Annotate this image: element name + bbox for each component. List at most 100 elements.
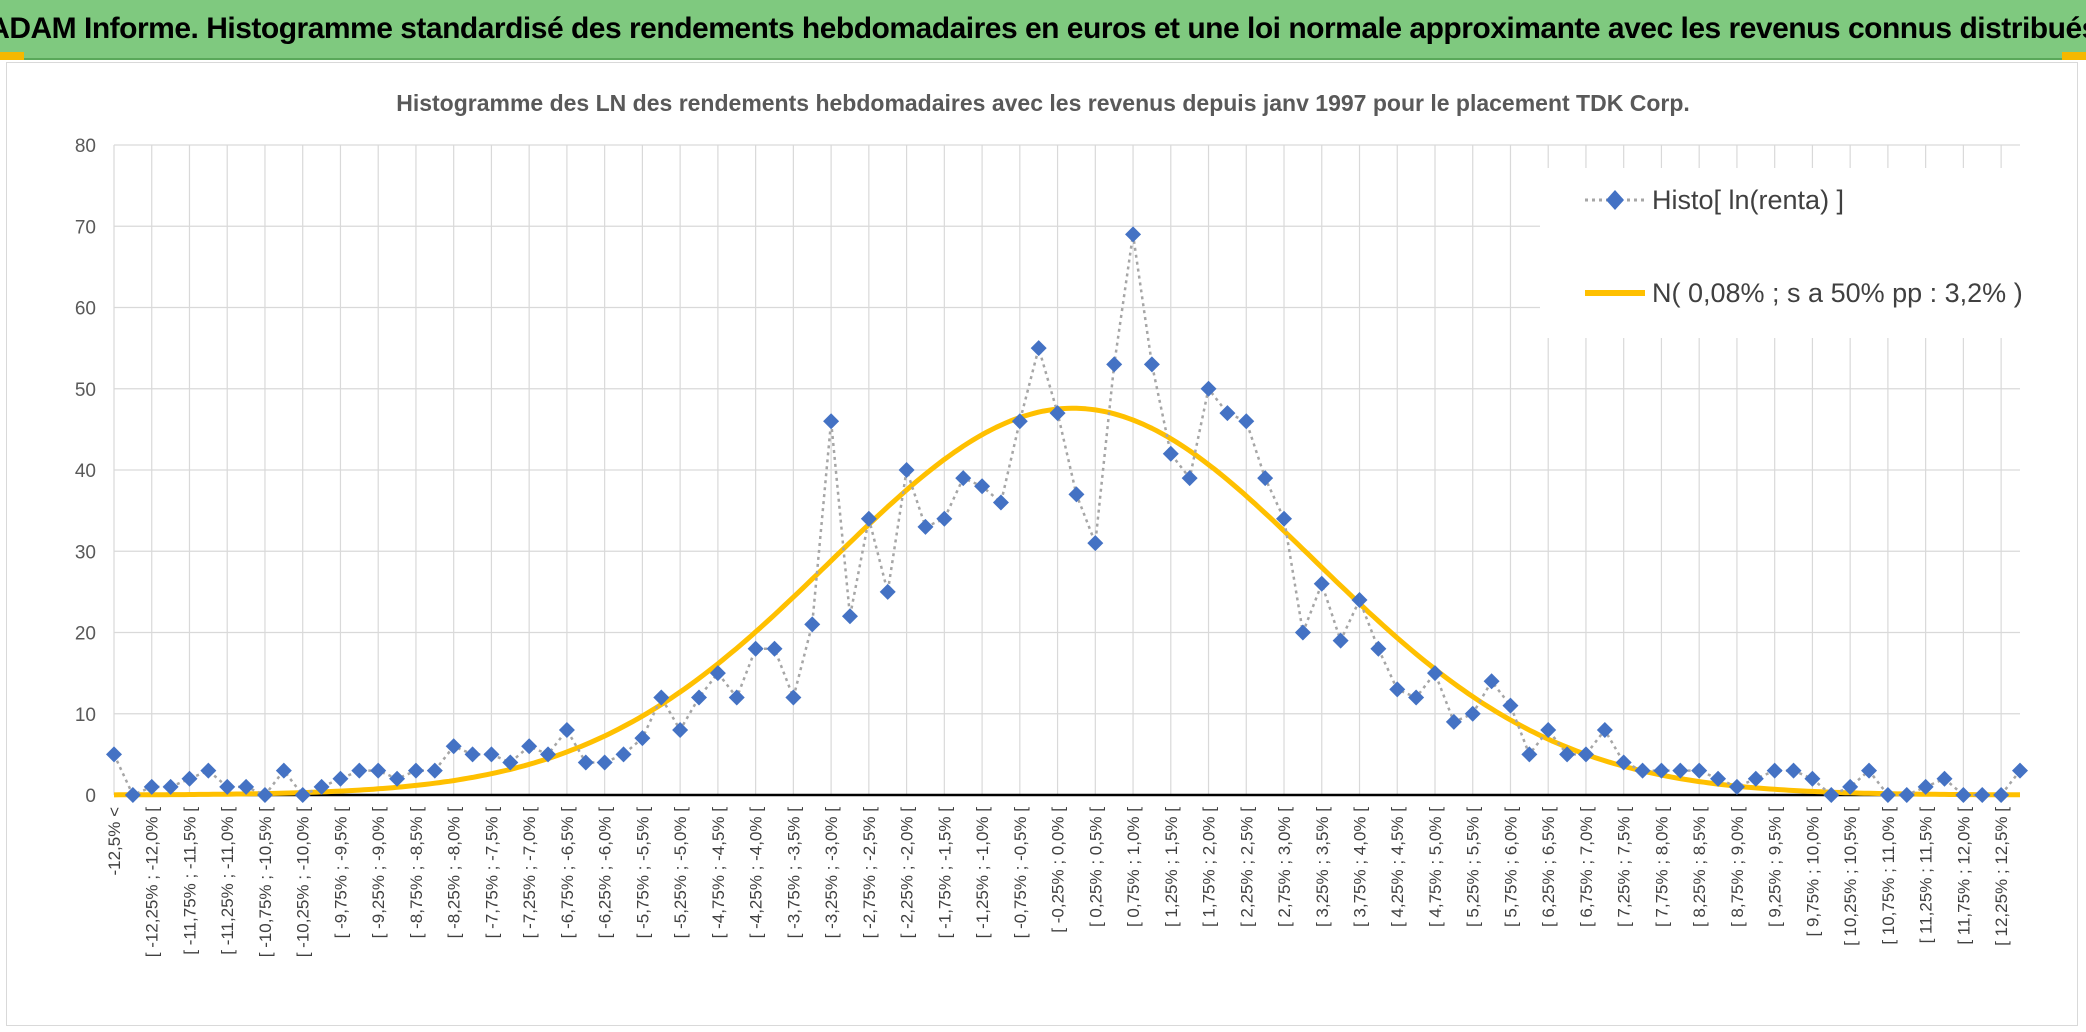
chart-frame: [6, 62, 2078, 1026]
x-tick-label: [ 10,75% ; 11,0% [: [1879, 807, 1898, 945]
x-tick-label: [ 1,25% ; 1,5% [: [1162, 807, 1181, 927]
histo-point: [1596, 722, 1613, 738]
x-tick-label: [ -3,75% ; -3,5% [: [784, 807, 803, 939]
histo-point: [370, 762, 387, 779]
x-tick-label: [ -7,25% ; -7,0% [: [520, 807, 539, 939]
report-banner: ADAM Informe. Histogramme standardisé de…: [0, 0, 2086, 60]
histo-point: [1370, 640, 1387, 657]
histo-point: [974, 478, 991, 495]
x-tick-label: [ -3,25% ; -3,0% [: [822, 807, 841, 939]
y-tick-label: 20: [75, 624, 96, 645]
histo-point: [804, 616, 821, 633]
histo-point: [1955, 787, 1972, 803]
y-tick-label: 70: [75, 217, 96, 238]
histo-point: [1842, 778, 1859, 795]
x-tick-label: [ 11,75% ; 12,0% [: [1954, 807, 1973, 945]
histo-point: [841, 608, 858, 625]
histo-point: [1804, 770, 1821, 787]
x-tick-label: [ -4,25% ; -4,0% [: [747, 807, 766, 939]
x-tick-label: [ -9,75% ; -9,5% [: [331, 807, 350, 939]
histo-point: [634, 730, 651, 747]
histo-point: [1143, 356, 1160, 373]
histo-point: [917, 518, 934, 535]
chart-legend: Histo[ ln(renta) ] N( 0,08% ; s a 50% pp…: [1540, 168, 2023, 338]
x-tick-label: [ 1,75% ; 2,0% [: [1200, 807, 1219, 927]
histo-point: [1747, 770, 1764, 787]
x-tick-label: [ -10,25% ; -10,0% [: [294, 807, 313, 958]
histo-point: [596, 754, 613, 771]
histo-point: [219, 778, 236, 795]
histo-point: [106, 746, 122, 763]
legend-histo-diamond-icon: [1606, 190, 1624, 210]
histo-point: [1483, 673, 1500, 690]
histo-point: [1313, 575, 1330, 592]
x-tick-label: [ -4,75% ; -4,5% [: [709, 807, 728, 939]
histo-point: [1106, 356, 1123, 373]
x-tick-label: [ 4,75% ; 5,0% [: [1426, 807, 1445, 927]
histo-point: [1162, 445, 1179, 462]
y-tick-label: 60: [75, 299, 96, 320]
legend-normal-label: N( 0,08% ; s a 50% pp : 3,2% ): [1652, 278, 2023, 308]
histo-point: [502, 754, 519, 771]
x-tick-label: [ 10,25% ; 10,5% [: [1841, 807, 1860, 946]
x-axis-ticks: -12,5% < [ -12,25% ; -12,0% [[ -11,75% ; …: [105, 807, 2011, 958]
histo-point: [1766, 762, 1783, 779]
histo-point: [1879, 787, 1896, 803]
x-tick-label: [ -9,25% ; -9,0% [: [369, 807, 388, 939]
histo-point: [256, 787, 273, 803]
x-tick-label: [ 5,25% ; 5,5% [: [1464, 807, 1483, 927]
y-tick-label: 0: [85, 786, 96, 807]
histo-point: [1823, 787, 1840, 803]
y-tick-label: 40: [75, 461, 96, 482]
x-tick-label: [ -2,25% ; -2,0% [: [898, 807, 917, 939]
histo-point: [313, 778, 330, 795]
histo-point: [332, 770, 349, 787]
histo-point: [1861, 762, 1878, 779]
x-tick-label: [ -10,75% ; -10,5% [: [256, 807, 275, 958]
histo-point: [1087, 535, 1104, 552]
histo-point: [691, 689, 708, 706]
x-tick-label: [ -7,75% ; -7,5% [: [482, 807, 501, 939]
x-tick-label: [ 9,75% ; 10,0% [: [1803, 807, 1822, 937]
histo-point: [483, 746, 500, 763]
x-tick-label: [ -12,25% ; -12,0% [: [143, 807, 162, 958]
x-tick-label: [ 4,25% ; 4,5% [: [1388, 807, 1407, 927]
histo-point: [540, 746, 557, 763]
x-tick-label: [ 2,75% ; 3,0% [: [1275, 807, 1294, 927]
histo-point: [389, 770, 406, 787]
histo-point: [1559, 746, 1576, 763]
x-tick-label: [ 2,25% ; 2,5% [: [1237, 807, 1256, 927]
histo-point: [860, 510, 877, 527]
histo-point: [1691, 762, 1708, 779]
y-tick-label: 80: [75, 136, 96, 157]
histo-point: [445, 738, 462, 755]
histo-point: [785, 689, 802, 706]
histo-point: [1898, 787, 1915, 803]
histo-point: [1634, 762, 1651, 779]
histo-point: [1672, 762, 1689, 779]
banner-accent-right: [2062, 52, 2086, 60]
x-tick-label: [ 3,75% ; 4,0% [: [1351, 807, 1370, 927]
x-tick-label: [ 5,75% ; 6,0% [: [1501, 807, 1520, 927]
x-tick-label: [ -6,25% ; -6,0% [: [596, 807, 615, 939]
histo-point: [1653, 762, 1670, 779]
histo-point: [1351, 592, 1368, 608]
x-tick-label: [ -6,75% ; -6,5% [: [558, 807, 577, 939]
y-tick-label: 10: [75, 705, 96, 726]
histo-point: [238, 778, 255, 795]
histo-point: [162, 778, 179, 795]
x-tick-label: [ -2,75% ; -2,5% [: [860, 807, 879, 939]
chart-title: Histogramme des LN des rendements hebdom…: [396, 90, 1690, 116]
x-tick-label: [ -0,25% ; 0,0% [: [1049, 807, 1068, 933]
histo-point: [879, 583, 896, 600]
histo-point: [747, 640, 764, 657]
histo-point: [672, 722, 689, 738]
histo-point: [898, 462, 915, 478]
histo-point: [1445, 713, 1462, 730]
x-tick-label: [ -8,25% ; -8,0% [: [445, 807, 464, 939]
normal-curve-line: [113, 405, 2020, 798]
histo-point: [1710, 770, 1727, 787]
histo-point: [1408, 689, 1425, 706]
histo-point: [275, 762, 292, 779]
